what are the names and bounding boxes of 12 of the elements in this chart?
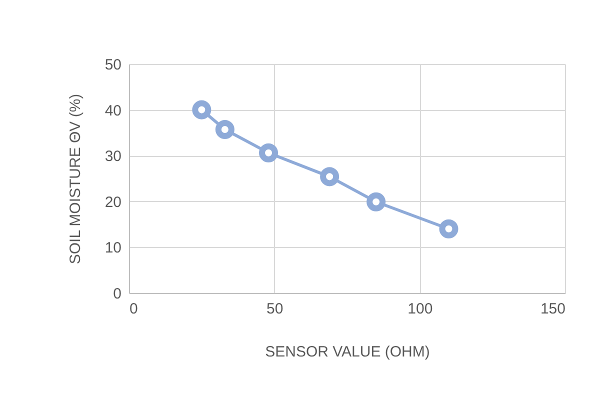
y-tick-label: 40 [104,102,122,120]
x-axis-title: SENSOR VALUE (OHM) [265,344,430,360]
y-tick-label: 10 [104,240,122,257]
x-tick-label: 100 [408,300,433,318]
x-tick-label: 0 [130,300,138,318]
y-tick-label: 50 [104,56,122,74]
y-tick-label: 30 [104,148,122,166]
y-tick-label: 0 [113,286,122,302]
y-axis-title: SOIL MOISTURE ΘV (%) [66,94,84,264]
y-tick-label: 20 [104,194,122,211]
x-tick-label: 150 [540,300,566,318]
x-tick-label: 50 [266,300,284,318]
